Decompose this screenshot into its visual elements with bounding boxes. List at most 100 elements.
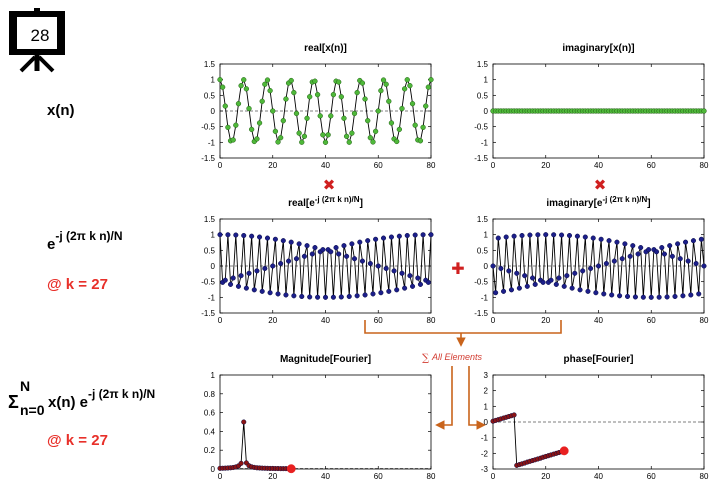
x-tick-label: 60 bbox=[647, 472, 656, 481]
data-point bbox=[217, 232, 223, 238]
chart-title: Magnitude[Fourier] bbox=[280, 354, 371, 365]
sum-all-elements-label: All Elements bbox=[431, 352, 483, 362]
x-tick-label: 40 bbox=[321, 472, 330, 481]
data-point bbox=[535, 232, 541, 238]
sum-all-sigma: ∑ bbox=[422, 353, 430, 364]
data-point bbox=[388, 234, 394, 240]
y-tick-label: 1.5 bbox=[204, 60, 216, 69]
data-point bbox=[343, 133, 350, 140]
data-point bbox=[648, 294, 654, 300]
data-point bbox=[230, 137, 236, 143]
data-point bbox=[262, 265, 268, 272]
data-point bbox=[243, 86, 250, 92]
data-point bbox=[259, 288, 265, 294]
data-point bbox=[278, 260, 284, 267]
y-tick-label: -0.5 bbox=[474, 123, 488, 132]
data-point bbox=[222, 277, 228, 283]
y-tick-label: 1.5 bbox=[477, 60, 489, 69]
data-point bbox=[330, 294, 336, 300]
data-point bbox=[653, 249, 660, 255]
data-point bbox=[278, 135, 284, 141]
y-tick-label: 0.5 bbox=[204, 91, 216, 100]
y-tick-label: 0 bbox=[211, 107, 216, 116]
x-tick-label: 20 bbox=[541, 316, 550, 325]
data-point bbox=[574, 233, 580, 239]
data-point bbox=[354, 293, 360, 299]
data-point bbox=[409, 283, 416, 289]
data-point bbox=[249, 126, 255, 133]
data-point bbox=[656, 294, 662, 300]
x-tick-label: 80 bbox=[427, 161, 436, 170]
plot-frame bbox=[219, 374, 432, 470]
data-point bbox=[495, 235, 501, 241]
data-point bbox=[404, 232, 410, 239]
data-point bbox=[511, 233, 517, 239]
charts-layer: real[x(n)]-1.5-1-0.500.511.50 20 40 60 80ima… bbox=[201, 43, 709, 481]
data-point bbox=[251, 287, 257, 293]
y-tick-label: 1 bbox=[484, 76, 489, 85]
data-point bbox=[378, 88, 384, 94]
data-point bbox=[317, 113, 323, 119]
y-tick-label: 1 bbox=[484, 231, 489, 240]
kernel-base: e bbox=[47, 236, 56, 253]
data-point bbox=[283, 96, 289, 102]
data-point bbox=[401, 86, 408, 92]
data-point bbox=[423, 103, 429, 109]
data-point bbox=[288, 77, 294, 84]
data-point bbox=[511, 412, 517, 418]
data-point bbox=[527, 232, 533, 238]
data-point bbox=[370, 139, 376, 145]
data-point bbox=[349, 130, 355, 136]
data-point bbox=[315, 294, 321, 300]
data-point bbox=[367, 260, 373, 267]
data-point bbox=[299, 293, 305, 300]
data-point bbox=[564, 273, 570, 279]
y-tick-label: 1.5 bbox=[204, 215, 216, 224]
data-point bbox=[646, 247, 652, 253]
data-point bbox=[506, 268, 512, 274]
data-point bbox=[415, 275, 421, 281]
chart-phase: phase[Fourier] -3 -2 -1 0 1 2 3 0 20 40 60 80 bbox=[481, 354, 709, 481]
data-point bbox=[624, 293, 631, 300]
y-tick-label: 0 bbox=[211, 465, 216, 474]
data-point bbox=[299, 139, 305, 145]
data-point bbox=[351, 256, 358, 262]
data-point bbox=[688, 292, 694, 298]
data-point bbox=[375, 108, 381, 114]
x-tick-label: 80 bbox=[700, 161, 709, 170]
data-point bbox=[425, 279, 431, 285]
y-tick-label: 0 bbox=[211, 262, 216, 271]
y-tick-label: -3 bbox=[481, 465, 489, 474]
data-point bbox=[622, 241, 628, 247]
x-tick-label: 40 bbox=[594, 472, 603, 481]
data-point bbox=[508, 287, 515, 293]
data-point bbox=[606, 238, 612, 244]
sum-body: x(n) e-j (2π k n)/N bbox=[48, 387, 155, 411]
y-tick-label: -1.5 bbox=[201, 309, 215, 318]
data-point bbox=[378, 290, 384, 296]
data-point bbox=[609, 292, 615, 298]
presentation-board-icon: 28 bbox=[8, 8, 66, 73]
data-point bbox=[590, 235, 596, 241]
chart-title-end: ] bbox=[360, 198, 363, 209]
y-tick-label: -1.5 bbox=[474, 154, 488, 163]
data-point bbox=[396, 126, 403, 133]
data-point bbox=[336, 251, 342, 257]
chart-title-sup: -j (2π k n)/N bbox=[603, 195, 648, 204]
data-point bbox=[293, 110, 300, 117]
data-point bbox=[304, 243, 310, 249]
x-tick-label: 60 bbox=[374, 472, 383, 481]
data-point bbox=[225, 124, 231, 131]
data-point bbox=[328, 113, 334, 119]
data-point bbox=[320, 247, 326, 253]
data-point bbox=[272, 236, 278, 242]
x-tick-label: 20 bbox=[541, 161, 550, 170]
data-point bbox=[619, 256, 625, 262]
y-tick-label: 1 bbox=[484, 402, 489, 411]
x-tick-label: 40 bbox=[594, 161, 603, 170]
chart-title-end: ] bbox=[647, 198, 650, 209]
data-point bbox=[241, 419, 247, 425]
y-tick-label: 0.4 bbox=[204, 427, 216, 436]
sum-upper-limit: N bbox=[20, 378, 31, 394]
